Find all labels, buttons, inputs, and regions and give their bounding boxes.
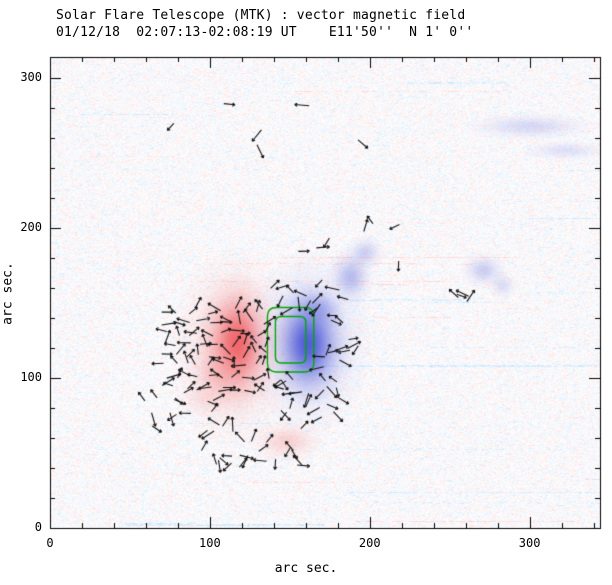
plot-subtitle: 01/12/18 02:07:13-02:08:19 UT E11'50'' N… bbox=[56, 25, 474, 40]
y-tick-label: 0 bbox=[34, 520, 42, 534]
y-tick-label: 100 bbox=[20, 370, 42, 384]
plot-title: Solar Flare Telescope (MTK) : vector mag… bbox=[56, 8, 466, 23]
x-tick-label: 200 bbox=[358, 536, 381, 550]
x-tick-label: 0 bbox=[46, 536, 54, 550]
x-axis-label: arc sec. bbox=[274, 561, 338, 576]
x-tick-label: 300 bbox=[518, 536, 541, 550]
x-tick-labels: 0 100 200 300 bbox=[0, 536, 612, 552]
y-axis-label: arc sec. bbox=[0, 262, 16, 325]
y-tick-label: 300 bbox=[20, 70, 42, 84]
y-tick-labels: 0 100 200 300 bbox=[0, 0, 46, 585]
x-tick-label: 100 bbox=[199, 536, 221, 550]
y-tick-label: 200 bbox=[20, 220, 42, 234]
